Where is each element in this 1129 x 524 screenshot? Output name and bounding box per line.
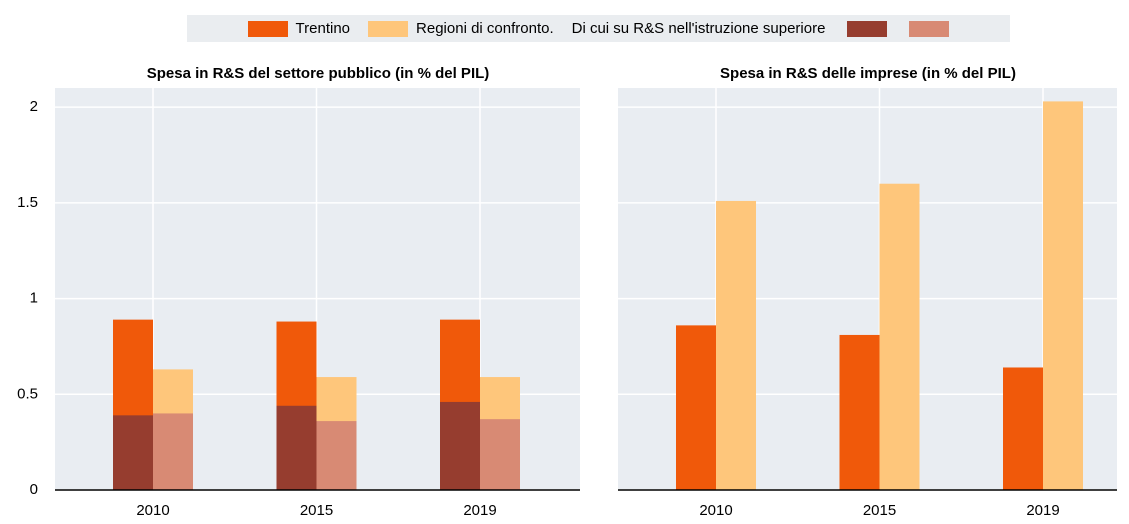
x-tick-label: 2019: [1026, 502, 1059, 519]
bar: [839, 334, 880, 490]
legend-swatch: [847, 20, 888, 37]
bar: [113, 415, 153, 490]
bar: [153, 413, 193, 490]
bar: [316, 421, 357, 490]
legend-swatch: [909, 20, 950, 37]
legend-label: Regioni di confronto.: [416, 20, 554, 37]
y-tick-label: 1.5: [17, 194, 38, 211]
panel-title: Spesa in R&S delle imprese (in % del PIL…: [720, 65, 1016, 82]
legend: Trentino Regioni di confronto. Di cui su R…: [187, 15, 1010, 42]
y-tick-label: 0.5: [17, 385, 38, 402]
bar: [440, 401, 480, 490]
bar: [879, 183, 920, 490]
x-tick-label: 2015: [300, 502, 333, 519]
x-tick-label: 2019: [463, 502, 496, 519]
y-tick-label: 1: [30, 290, 38, 307]
panel-title: Spesa in R&S del settore pubblico (in % …: [147, 65, 490, 82]
bar: [480, 419, 520, 490]
legend-swatch: [368, 20, 409, 37]
bar: [676, 325, 716, 490]
legend-swatch: [247, 20, 288, 37]
y-tick-label: 0: [30, 481, 38, 498]
bar: [276, 405, 317, 490]
legend-label: Trentino: [295, 20, 351, 37]
bar: [1043, 101, 1083, 491]
bar: [1003, 367, 1043, 490]
x-tick-label: 2010: [136, 502, 169, 519]
y-tick-label: 2: [30, 98, 38, 115]
x-tick-label: 2015: [863, 502, 896, 519]
legend-note: Di cui su R&S nell'istruzione superiore: [571, 20, 826, 37]
bar: [716, 200, 756, 490]
x-tick-label: 2010: [699, 502, 732, 519]
